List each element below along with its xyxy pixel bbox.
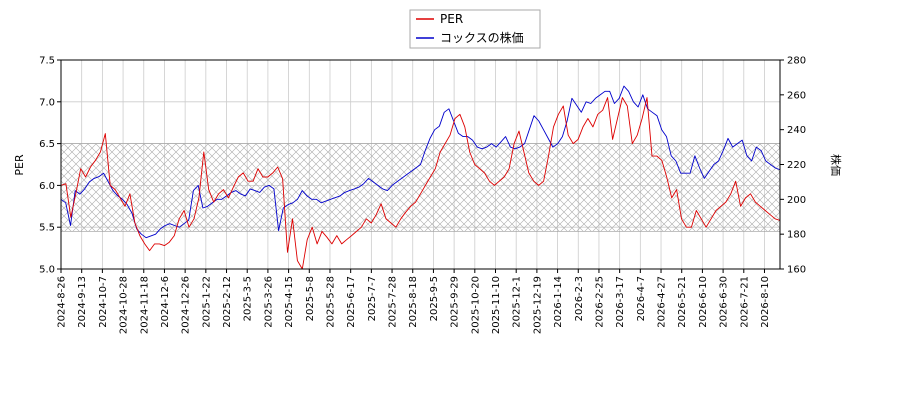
x-tick-label: 2024-10-7 <box>98 276 109 328</box>
x-tick-label: 2025-5-8 <box>305 276 316 321</box>
x-tick-label: 2025-5-28 <box>325 276 336 328</box>
x-tick-label: 2025-3-5 <box>243 276 254 321</box>
left-tick-label: 6.5 <box>39 139 55 150</box>
x-tick-label: 2025-7-7 <box>367 276 378 321</box>
x-tick-label: 2026-3-17 <box>615 276 626 328</box>
x-tick-label: 2026-8-10 <box>760 276 771 328</box>
right-tick-label: 160 <box>787 265 806 276</box>
x-tick-label: 2025-3-26 <box>263 276 274 328</box>
x-tick-label: 2024-12-6 <box>160 276 171 328</box>
left-tick-label: 7.0 <box>39 97 55 108</box>
x-tick-label: 2024-11-18 <box>139 276 150 334</box>
x-tick-label: 2026-4-27 <box>657 276 668 328</box>
x-tick-label: 2024-12-26 <box>181 276 192 334</box>
legend-label-stock: コックスの株価 <box>440 30 524 45</box>
right-tick-label: 260 <box>787 90 806 101</box>
right-axis-label: 株価 <box>829 154 843 176</box>
x-tick-label: 2024-10-28 <box>119 276 130 334</box>
x-tick-label: 2026-4-7 <box>636 276 647 321</box>
x-tick-label: 2024-9-13 <box>77 276 88 328</box>
x-tick-label: 2025-1-22 <box>201 276 212 328</box>
x-tick-label: 2025-2-12 <box>222 276 233 328</box>
x-tick-label: 2025-4-15 <box>284 276 295 328</box>
left-tick-label: 7.5 <box>39 56 55 67</box>
x-tick-label: 2025-6-17 <box>346 276 357 328</box>
left-tick-label: 5.5 <box>39 223 55 234</box>
left-tick-label: 5.0 <box>39 265 55 276</box>
legend: PER コックスの株価 <box>409 9 541 49</box>
x-tick-label: 2026-1-14 <box>553 276 564 328</box>
x-tick-label: 2025-8-18 <box>408 276 419 328</box>
x-tick-label: 2026-6-10 <box>698 276 709 328</box>
x-tick-label: 2026-2-25 <box>594 276 605 328</box>
x-tick-label: 2026-2-3 <box>574 276 585 321</box>
x-tick-label: 2026-6-30 <box>719 276 730 328</box>
per-line <box>61 97 780 269</box>
right-axis: 160 180 200 220 240 260 280 <box>780 56 806 276</box>
series-layer <box>61 85 780 269</box>
stock-price-line <box>61 85 780 239</box>
right-tick-label: 280 <box>787 56 806 67</box>
x-tick-label: 2025-12-19 <box>532 276 543 334</box>
legend-box <box>409 9 541 49</box>
left-axis: 5.0 5.5 6.0 6.5 7.0 7.5 <box>39 56 61 276</box>
left-axis-label: PER <box>13 154 26 176</box>
x-tick-label: 2024-8-26 <box>57 276 68 328</box>
right-tick-label: 200 <box>787 195 806 206</box>
right-tick-label: 240 <box>787 125 806 136</box>
x-tick-label: 2025-10-20 <box>470 276 481 334</box>
x-tick-label: 2025-9-29 <box>450 276 461 328</box>
left-tick-label: 6.0 <box>39 181 55 192</box>
x-tick-label: 2026-5-21 <box>677 276 688 328</box>
right-tick-label: 180 <box>787 230 806 241</box>
x-tick-label: 2026-7-21 <box>739 276 750 328</box>
right-tick-label: 220 <box>787 160 806 171</box>
x-tick-label: 2025-11-10 <box>491 276 502 334</box>
x-axis: 2024-8-26 2024-9-13 2024-10-7 2024-10-28 202… <box>57 269 771 334</box>
x-tick-label: 2025-12-1 <box>512 276 523 328</box>
legend-label-per: PER <box>440 12 463 26</box>
x-tick-label: 2025-9-5 <box>429 276 440 321</box>
x-tick-label: 2025-7-28 <box>388 276 399 328</box>
